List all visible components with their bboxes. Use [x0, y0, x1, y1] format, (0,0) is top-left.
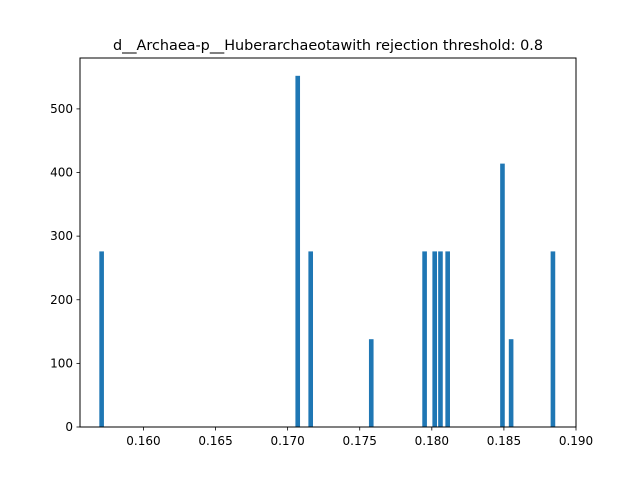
- x-tick-label: 0.175: [343, 434, 377, 448]
- y-tick-label: 500: [50, 102, 73, 116]
- histogram-bar: [422, 251, 427, 427]
- histogram-bar: [438, 251, 443, 427]
- histogram-bar: [445, 251, 450, 427]
- histogram-bar: [500, 163, 505, 427]
- histogram-bar: [508, 339, 514, 427]
- x-tick-label: 0.190: [559, 434, 593, 448]
- histogram-bar: [368, 339, 374, 427]
- x-tick-label: 0.170: [270, 434, 304, 448]
- histogram-bar: [308, 251, 314, 427]
- y-axis-ticks: 0 100 200 300 400 500: [50, 102, 80, 434]
- histogram-bar: [99, 251, 104, 427]
- bar-group: [99, 75, 556, 428]
- histogram-bar: [432, 251, 438, 427]
- chart-title: d__Archaea-p__Huberarchaeotawith rejecti…: [113, 38, 543, 54]
- x-tick-label: 0.180: [415, 434, 449, 448]
- x-tick-label: 0.160: [126, 434, 160, 448]
- histogram-bar: [295, 75, 301, 428]
- y-tick-label: 0: [65, 420, 73, 434]
- x-axis-ticks: 0.160 0.165 0.170 0.175 0.180 0.185 0.190: [126, 427, 593, 448]
- x-tick-label: 0.165: [198, 434, 232, 448]
- y-tick-label: 200: [50, 293, 73, 307]
- histogram-bar: [550, 251, 556, 427]
- y-tick-label: 400: [50, 166, 73, 180]
- y-tick-label: 100: [50, 356, 73, 370]
- x-tick-label: 0.185: [487, 434, 521, 448]
- y-tick-label: 300: [50, 229, 73, 243]
- plot-frame: [79, 57, 577, 428]
